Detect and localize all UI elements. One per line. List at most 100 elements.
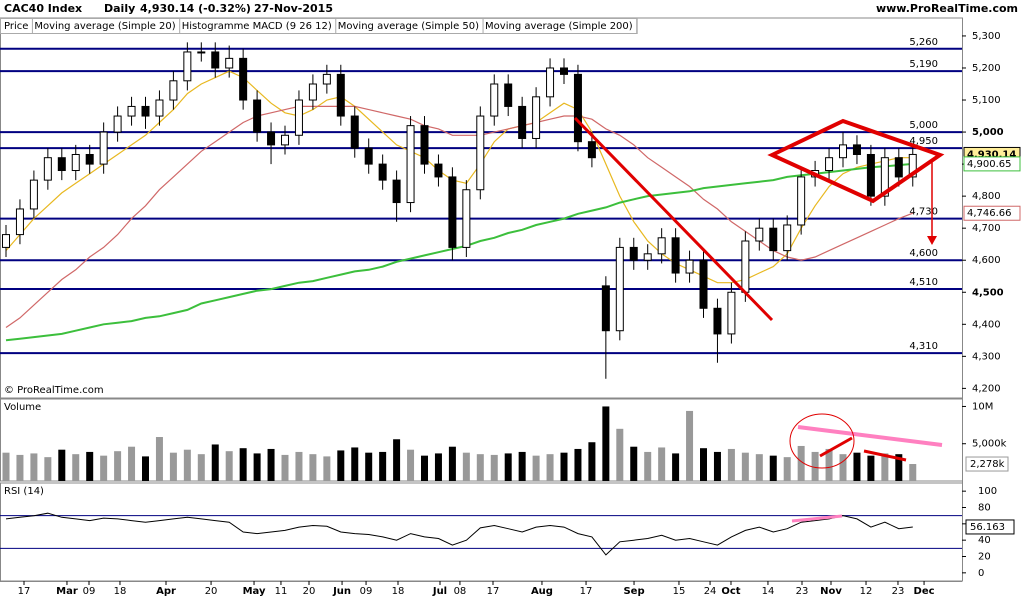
volume-bar <box>16 454 24 481</box>
volume-trend <box>797 425 943 447</box>
candle-body <box>99 131 108 165</box>
candle-body <box>155 99 164 117</box>
candle-body <box>783 224 792 252</box>
x-tick-label: 17 <box>487 586 500 597</box>
last-price-label: 4,930.14 <box>967 149 1016 160</box>
candle-body <box>127 105 136 117</box>
candle-body <box>866 153 875 197</box>
volume-bar <box>713 451 721 481</box>
candle-body <box>894 157 903 178</box>
candle-body <box>85 153 94 165</box>
candle-body <box>839 144 848 159</box>
last-volume-box <box>965 456 1009 472</box>
candle-body <box>741 240 750 293</box>
instrument-title: CAC40 Index <box>4 2 82 15</box>
x-tick-label: 11 <box>275 586 288 597</box>
volume-bar <box>128 446 136 481</box>
candle-body <box>225 57 234 69</box>
candle-body <box>852 144 861 155</box>
candle-body <box>671 237 680 274</box>
x-tick-label: 17 <box>580 586 593 597</box>
candle-body <box>587 141 596 159</box>
candle-body <box>336 73 345 117</box>
volume-bar <box>337 450 345 481</box>
volume-bar <box>700 448 708 481</box>
volume-bar <box>225 451 233 481</box>
candle-body <box>239 57 248 101</box>
volume-mark <box>863 449 907 462</box>
volume-mark <box>819 436 853 458</box>
volume-bar <box>839 454 847 481</box>
volume-bar <box>379 451 387 481</box>
candle-body <box>406 125 415 204</box>
y-tick-label: 40 <box>978 535 991 546</box>
level-label: 5,000 <box>909 120 938 131</box>
candle-body <box>434 163 443 178</box>
volume-bar <box>504 453 512 481</box>
volume-bar <box>825 448 833 481</box>
x-tick-label: 08 <box>454 586 467 597</box>
series-last-box <box>963 205 1021 221</box>
x-tick-label: 20 <box>205 586 218 597</box>
volume-bar <box>434 453 442 481</box>
x-tick-label: 15 <box>673 586 686 597</box>
x-tick-label: Dec <box>914 586 935 597</box>
candle-body <box>643 253 652 261</box>
candle-body <box>43 157 52 181</box>
moving-average <box>5 162 913 342</box>
y-tick-label: 4,300 <box>972 351 1001 362</box>
y-tick-label: 4,600 <box>972 255 1001 266</box>
y-tick-label: 5,100 <box>972 95 1001 106</box>
volume-bar <box>560 452 568 481</box>
site: www.ProRealTime.com <box>876 2 1018 15</box>
x-tick-label: 18 <box>114 586 127 597</box>
volume-circle <box>789 413 855 469</box>
last-rsi-label: 56.163 <box>970 522 1005 533</box>
candle-body <box>211 51 220 69</box>
volume-bar <box>155 437 163 481</box>
volume-bar <box>532 455 540 481</box>
volume-bar <box>309 454 317 481</box>
candle-body <box>601 285 610 332</box>
volume-bar <box>100 455 108 481</box>
moving-average <box>5 105 914 328</box>
volume-bar <box>169 452 177 481</box>
volume-bar <box>421 455 429 481</box>
volume-bar <box>295 451 303 481</box>
y-tick-label: 4,200 <box>972 383 1001 394</box>
x-tick-label: Aug <box>531 586 553 597</box>
x-tick-label: Apr <box>156 586 176 597</box>
candle-body <box>267 131 276 146</box>
candle-body <box>797 176 806 226</box>
candle-body <box>253 99 262 133</box>
candle-body <box>183 51 192 82</box>
candle-body <box>113 115 122 133</box>
volume-bar <box>881 453 889 481</box>
candle-body <box>15 208 24 236</box>
volume-bar <box>895 454 903 481</box>
volume-bar <box>630 446 638 481</box>
candle-body <box>476 115 485 191</box>
volume-bar <box>727 448 735 481</box>
volume-bar <box>811 451 819 481</box>
volume-bar <box>769 455 777 481</box>
y-tick-label: 20 <box>978 552 991 563</box>
volume-bar <box>644 451 652 481</box>
x-tick-label: May <box>243 586 266 597</box>
candle-body <box>392 179 401 204</box>
arrow-head <box>927 236 937 245</box>
volume-bar <box>686 410 694 481</box>
volume-bar <box>393 439 401 481</box>
volume-bar <box>183 449 191 481</box>
level-label: 4,310 <box>909 341 938 352</box>
candle-body <box>518 105 527 139</box>
y-tick-label: 0 <box>978 568 984 579</box>
volume-bar <box>141 456 149 481</box>
volume-bar <box>476 454 484 481</box>
candle-body <box>462 189 471 248</box>
volume-bar <box>72 454 80 481</box>
candle-body <box>420 125 429 165</box>
volume-bar <box>2 452 10 481</box>
candle-body <box>629 246 638 261</box>
trend-line <box>573 116 774 322</box>
